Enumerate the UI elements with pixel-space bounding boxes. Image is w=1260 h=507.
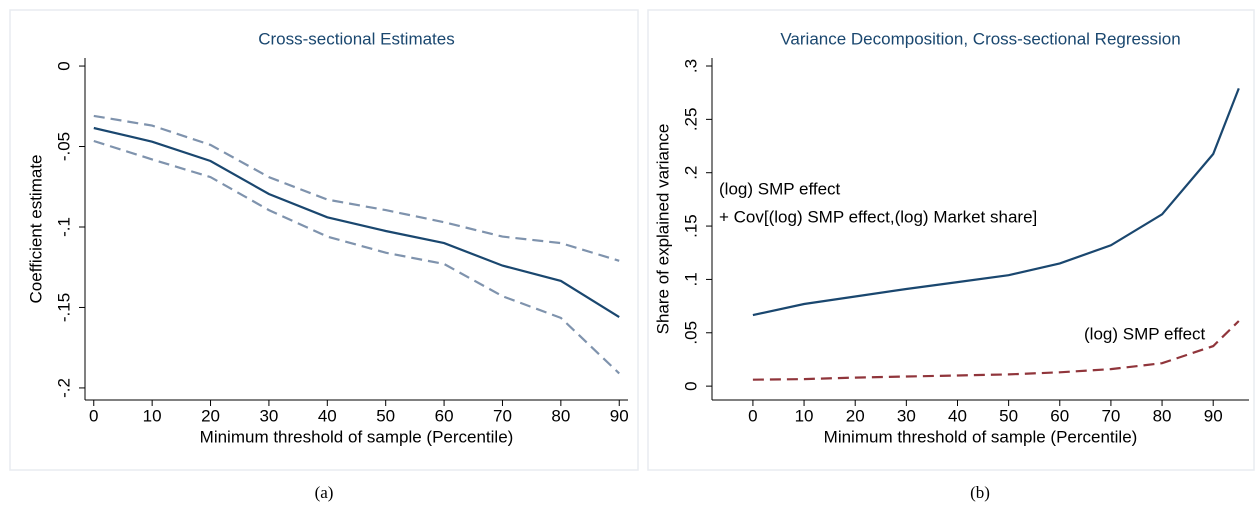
caption: (a) xyxy=(315,483,334,502)
annotation: + Cov[(log) SMP effect,(log) Market shar… xyxy=(719,207,1037,226)
line xyxy=(93,126,620,319)
y-tick-label: 0 xyxy=(681,381,700,390)
y-tick-label: .3 xyxy=(681,59,700,73)
x-tick-label: 70 xyxy=(493,406,512,425)
line xyxy=(93,139,620,375)
x-tick-label: 40 xyxy=(948,406,967,425)
x-tick-label: 10 xyxy=(795,406,814,425)
y-tick-label: -.1 xyxy=(54,217,73,237)
panel-frame xyxy=(9,9,639,471)
annotation: (log) SMP effect xyxy=(719,179,841,198)
x-tick-label: 80 xyxy=(551,406,570,425)
y-tick-label: -.05 xyxy=(54,132,73,161)
x-tick-label: 50 xyxy=(376,406,395,425)
y-axis-label: Share of explained variance xyxy=(653,124,672,335)
x-tick-label: 30 xyxy=(897,406,916,425)
y-tick-label: 0 xyxy=(54,61,73,70)
x-tick-label: 40 xyxy=(318,406,337,425)
line xyxy=(93,114,620,262)
x-tick-label: 60 xyxy=(1050,406,1069,425)
x-tick-label: 90 xyxy=(610,406,629,425)
line xyxy=(752,88,1240,317)
y-tick-label: -.15 xyxy=(54,293,73,322)
y-tick-label: .1 xyxy=(681,272,700,286)
y-tick-label: .05 xyxy=(681,321,700,345)
line xyxy=(752,320,1240,381)
y-tick-label: -.2 xyxy=(54,378,73,398)
x-axis-label: Minimum threshold of sample (Percentile) xyxy=(824,427,1138,446)
x-tick-label: 0 xyxy=(748,406,757,425)
chart-title: Variance Decomposition, Cross-sectional … xyxy=(780,29,1180,48)
caption: (b) xyxy=(970,483,990,502)
x-tick-label: 50 xyxy=(999,406,1018,425)
x-tick-label: 10 xyxy=(143,406,162,425)
x-tick-label: 30 xyxy=(259,406,278,425)
x-tick-label: 70 xyxy=(1101,406,1120,425)
x-tick-label: 20 xyxy=(201,406,220,425)
y-tick-label: .2 xyxy=(681,166,700,180)
x-tick-label: 60 xyxy=(435,406,454,425)
x-axis-label: Minimum threshold of sample (Percentile) xyxy=(200,427,514,446)
y-tick-label: .25 xyxy=(681,108,700,132)
annotation: (log) SMP effect xyxy=(1084,324,1206,343)
chart-title: Cross-sectional Estimates xyxy=(258,29,455,48)
y-axis-label: Coefficient estimate xyxy=(26,155,45,304)
y-tick-label: .15 xyxy=(681,214,700,238)
x-tick-label: 90 xyxy=(1204,406,1223,425)
x-tick-label: 20 xyxy=(846,406,865,425)
x-tick-label: 0 xyxy=(89,406,98,425)
x-tick-label: 80 xyxy=(1153,406,1172,425)
panel-frame xyxy=(647,9,1255,471)
